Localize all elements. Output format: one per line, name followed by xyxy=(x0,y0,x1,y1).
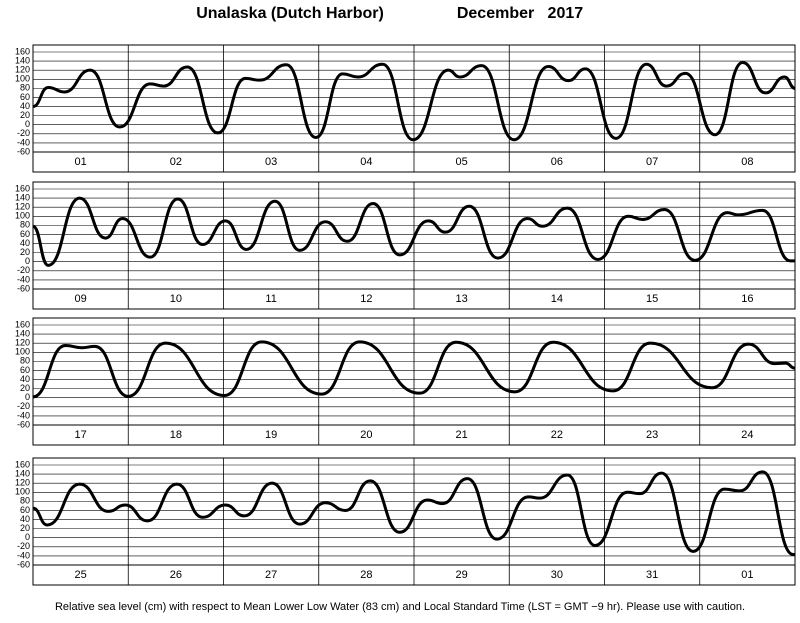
x-tick-label: 23 xyxy=(646,429,658,441)
y-tick-label: 100 xyxy=(15,347,30,357)
x-tick-label: 19 xyxy=(265,429,277,441)
x-tick-label: 13 xyxy=(456,293,468,305)
x-tick-label: 29 xyxy=(456,569,468,581)
x-tick-label: 18 xyxy=(170,429,182,441)
y-tick-label: 140 xyxy=(15,55,30,65)
y-tick-label: 120 xyxy=(15,65,30,75)
x-tick-label: 01 xyxy=(741,569,753,581)
x-tick-label: 14 xyxy=(551,293,563,305)
x-tick-label: 24 xyxy=(741,429,753,441)
x-tick-label: 11 xyxy=(265,293,276,305)
tide-line xyxy=(32,470,795,557)
y-tick-label: 20 xyxy=(20,523,30,533)
x-tick-label: 30 xyxy=(551,569,563,581)
y-tick-label: 60 xyxy=(20,365,30,375)
y-tick-label: 120 xyxy=(15,202,30,212)
y-tick-label: 0 xyxy=(25,532,30,542)
y-tick-label: 140 xyxy=(15,328,30,338)
x-tick-label: 01 xyxy=(75,156,87,168)
y-tick-label: 120 xyxy=(15,338,30,348)
x-tick-label: 08 xyxy=(741,156,753,168)
y-tick-label: -40 xyxy=(17,137,30,147)
y-tick-label: 100 xyxy=(15,74,30,84)
x-tick-label: 10 xyxy=(170,293,182,305)
y-tick-label: 100 xyxy=(15,211,30,221)
x-tick-label: 03 xyxy=(265,156,277,168)
y-tick-label: 80 xyxy=(20,83,30,93)
y-tick-label: 140 xyxy=(15,192,30,202)
y-tick-label: 100 xyxy=(15,487,30,497)
y-tick-label: -40 xyxy=(17,274,30,284)
y-tick-label: -20 xyxy=(17,401,30,411)
y-tick-label: 120 xyxy=(15,478,30,488)
y-tick-label: -40 xyxy=(17,550,30,560)
y-tick-label: -40 xyxy=(17,410,30,420)
y-tick-label: 140 xyxy=(15,468,30,478)
y-tick-label: -20 xyxy=(17,541,30,551)
x-tick-label: 17 xyxy=(75,429,87,441)
y-tick-label: 60 xyxy=(20,505,30,515)
y-tick-label: 40 xyxy=(20,514,30,524)
y-tick-label: 80 xyxy=(20,356,30,366)
x-tick-label: 22 xyxy=(551,429,563,441)
y-tick-label: 0 xyxy=(25,256,30,266)
y-tick-label: 0 xyxy=(25,392,30,402)
x-tick-label: 04 xyxy=(360,156,372,168)
x-tick-label: 02 xyxy=(170,156,182,168)
chart-date: December 2017 xyxy=(457,5,583,22)
x-tick-label: 06 xyxy=(551,156,563,168)
x-tick-label: 21 xyxy=(456,429,468,441)
y-tick-label: 160 xyxy=(15,459,30,469)
y-tick-label: 160 xyxy=(15,319,30,329)
x-tick-label: 09 xyxy=(75,293,87,305)
x-tick-label: 20 xyxy=(360,429,372,441)
x-tick-label: 07 xyxy=(646,156,658,168)
y-tick-label: 20 xyxy=(20,110,30,120)
y-tick-label: 80 xyxy=(20,496,30,506)
x-tick-label: 05 xyxy=(456,156,468,168)
x-tick-label: 12 xyxy=(360,293,372,305)
footnote: Relative sea level (cm) with respect to … xyxy=(55,601,745,613)
x-tick-label: 28 xyxy=(360,569,372,581)
tide-line xyxy=(32,196,795,267)
y-tick-label: 60 xyxy=(20,92,30,102)
y-tick-label: 40 xyxy=(20,238,30,248)
x-tick-label: 26 xyxy=(170,569,182,581)
y-tick-label: 60 xyxy=(20,229,30,239)
y-tick-label: -60 xyxy=(17,146,30,156)
y-tick-label: 160 xyxy=(15,46,30,56)
y-tick-label: 0 xyxy=(25,119,30,129)
y-tick-label: -20 xyxy=(17,128,30,138)
x-tick-label: 31 xyxy=(646,569,658,581)
y-tick-label: 160 xyxy=(15,183,30,193)
y-tick-label: -20 xyxy=(17,265,30,275)
y-tick-label: 20 xyxy=(20,247,30,257)
x-tick-label: 25 xyxy=(75,569,87,581)
y-tick-label: -60 xyxy=(17,283,30,293)
y-tick-label: 40 xyxy=(20,374,30,384)
x-tick-label: 16 xyxy=(741,293,753,305)
x-tick-label: 27 xyxy=(265,569,277,581)
chart-title: Unalaska (Dutch Harbor) xyxy=(196,5,384,22)
y-tick-label: 80 xyxy=(20,220,30,230)
tide-line xyxy=(32,340,796,399)
y-tick-label: -60 xyxy=(17,419,30,429)
tide-line xyxy=(32,60,796,142)
y-tick-label: -60 xyxy=(17,559,30,569)
y-tick-label: 40 xyxy=(20,101,30,111)
y-tick-label: 20 xyxy=(20,383,30,393)
x-tick-label: 15 xyxy=(646,293,658,305)
